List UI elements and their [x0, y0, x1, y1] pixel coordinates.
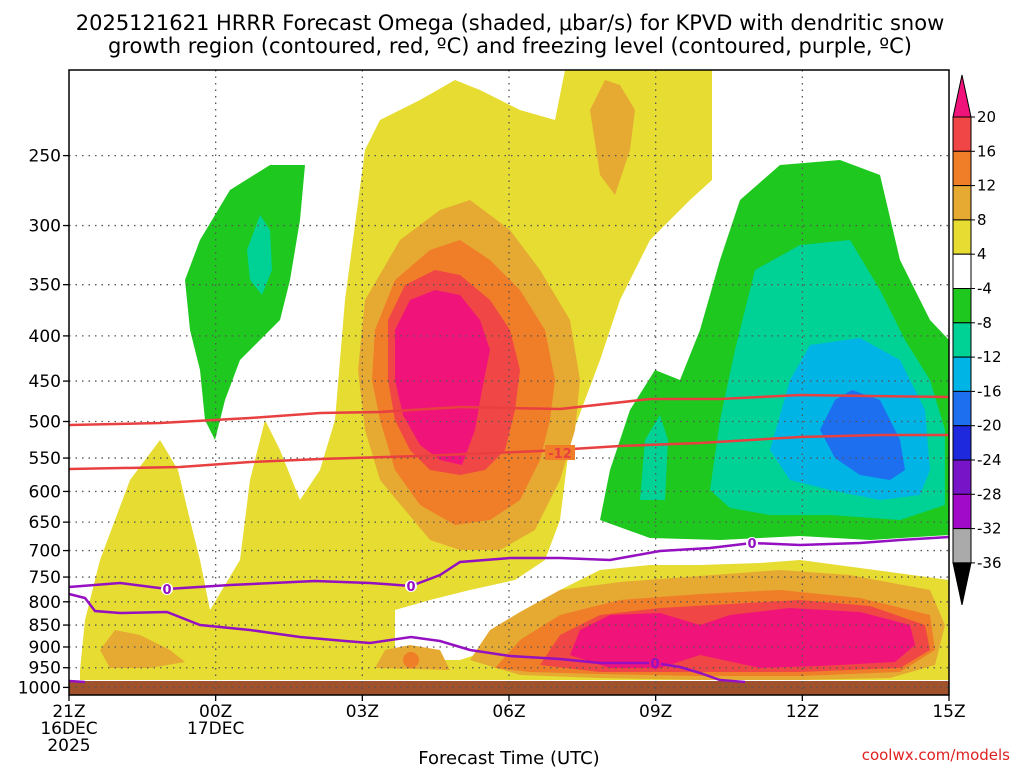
y-tick-label: 500: [29, 413, 61, 433]
x-tick-label: 16DEC: [40, 719, 97, 739]
omega-region-neg8: [185, 165, 305, 440]
colorbar: 20 16 12 8 4 -4 -8 -12 -16 -20 -24 -28 -32 -36: [952, 74, 1002, 606]
dendritic-label: -12: [548, 447, 572, 462]
omega-region-12c: [403, 652, 419, 668]
freezing-label-3: 0: [747, 537, 756, 552]
x-tick-label: 21Z: [52, 702, 85, 722]
y-tick-label: 950: [29, 659, 61, 679]
colorbar-top-arrow: [952, 74, 972, 118]
colorbar-label: 4: [977, 245, 987, 263]
x-tick-label: 12Z: [786, 702, 819, 722]
colorbar-segment: [952, 185, 972, 221]
colorbar-segment: [952, 116, 972, 152]
y-tick-label: 850: [29, 616, 61, 636]
y-tick-label: 450: [29, 372, 61, 392]
chart-title-line-1: 2025121621 HRRR Forecast Omega (shaded, …: [76, 11, 945, 35]
colorbar-segment: [952, 356, 972, 392]
x-tick-label: 06Z: [492, 702, 525, 722]
colorbar-label: 16: [977, 142, 996, 160]
colorbar-segment: [952, 322, 972, 358]
colorbar-label: 8: [977, 211, 987, 229]
y-tick-label: 400: [29, 327, 61, 347]
x-tick-label: 2025: [47, 736, 90, 756]
freezing-contours: 0 0 0 0: [68, 535, 950, 684]
freezing-label-2: 0: [406, 580, 415, 595]
colorbar-segment: [952, 528, 972, 564]
dendritic-contour-upper: [68, 393, 950, 427]
freezing-label-bg-3: [746, 537, 758, 549]
y-tick-label: 650: [29, 513, 61, 533]
x-tick-label: 09Z: [639, 702, 672, 722]
x-tick-label: 03Z: [346, 702, 379, 722]
colorbar-segment: [952, 219, 972, 255]
freezing-contour-lower: [68, 592, 746, 684]
omega-region-20b: [570, 608, 915, 668]
dendritic-contours: -12: [68, 393, 950, 471]
omega-region-neg12: [247, 215, 272, 295]
colorbar-bottom-arrow: [952, 562, 972, 606]
chart-title-line-2: growth region (contoured, red, ºC) and f…: [108, 34, 912, 58]
colorbar-segment: [952, 459, 972, 495]
y-tick-label: 750: [29, 568, 61, 588]
colorbar-label: -24: [977, 451, 1002, 469]
dendritic-label-bg: [545, 445, 575, 460]
grid: [69, 70, 949, 695]
colorbar-label: -28: [977, 485, 1002, 503]
colorbar-segment: [952, 493, 972, 530]
colorbar-label: 20: [977, 108, 996, 126]
y-tick-label: 250: [29, 147, 61, 167]
y-tick-label: 350: [29, 276, 61, 296]
colorbar-label: -32: [977, 520, 1002, 538]
freezing-label-1: 0: [162, 583, 171, 598]
colorbar-label: -8: [977, 314, 992, 332]
y-axis: 2503003504004505005506006507007508008509…: [18, 147, 69, 698]
x-tick-label: 00Z: [199, 702, 232, 722]
x-axis-title: Forecast Time (UTC): [418, 748, 599, 768]
omega-region-8c: [100, 630, 185, 668]
y-tick-label: 900: [29, 638, 61, 658]
colorbar-label: -4: [977, 280, 992, 298]
colorbar-segment: [952, 150, 972, 187]
freezing-label-bg-4: [649, 657, 661, 669]
x-tick-label: 17DEC: [187, 719, 244, 739]
x-tick-label: 15Z: [932, 702, 965, 722]
y-tick-label: 800: [29, 593, 61, 613]
colorbar-label: -12: [977, 348, 1002, 366]
colorbar-label: -16: [977, 382, 1002, 400]
colorbar-label: -20: [977, 417, 1002, 435]
freezing-label-bg-2: [405, 580, 417, 592]
freezing-label-bg-1: [161, 583, 173, 595]
freezing-contour-upper: [68, 535, 950, 591]
colorbar-segment: [952, 253, 972, 289]
colorbar-label: -36: [977, 554, 1002, 572]
freezing-contour-small: [68, 679, 86, 684]
dendritic-contour-lower: [68, 433, 949, 471]
y-tick-label: 1000: [18, 678, 61, 698]
credit-text: coolwx.com/models: [862, 746, 1010, 764]
y-tick-label: 600: [29, 482, 61, 502]
colorbar-label: 12: [977, 177, 996, 195]
colorbar-segment: [952, 425, 972, 461]
colorbar-segment: [952, 288, 972, 324]
colorbar-segment: [952, 390, 972, 427]
y-tick-label: 700: [29, 542, 61, 562]
y-tick-label: 300: [29, 217, 61, 237]
omega-region-8b: [590, 80, 635, 195]
y-tick-label: 550: [29, 449, 61, 469]
freezing-label-4: 0: [650, 657, 659, 672]
